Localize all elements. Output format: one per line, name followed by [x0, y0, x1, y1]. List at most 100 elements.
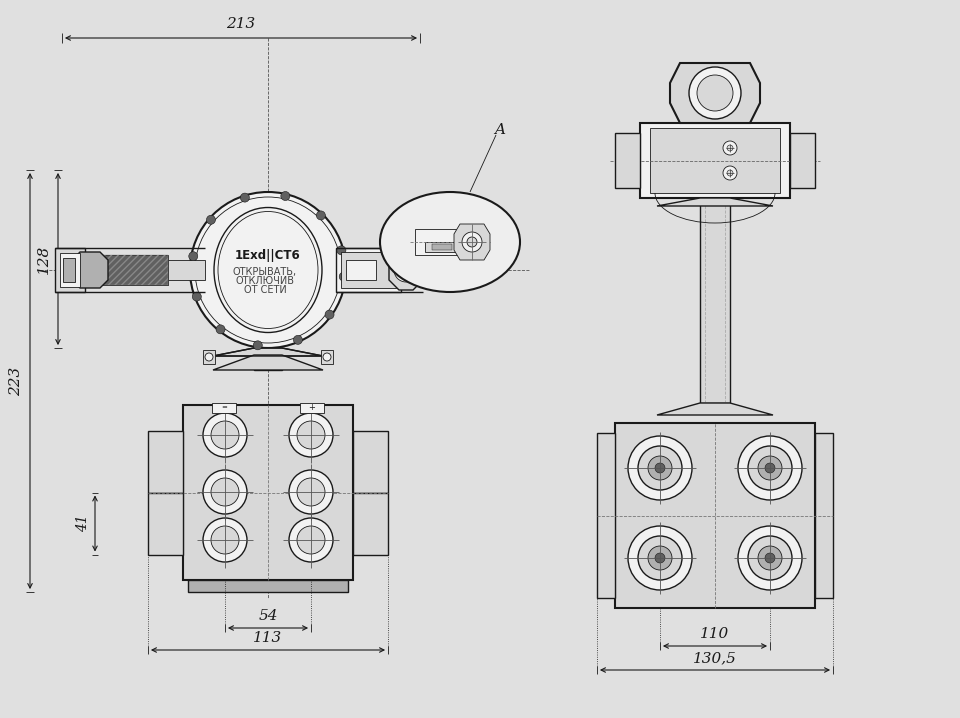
Bar — [183, 405, 353, 580]
Circle shape — [281, 192, 290, 200]
Polygon shape — [454, 224, 490, 260]
Circle shape — [638, 446, 682, 490]
Circle shape — [297, 478, 325, 506]
Text: 223: 223 — [9, 366, 23, 396]
Circle shape — [689, 67, 741, 119]
Bar — [353, 493, 388, 554]
Bar — [93, 255, 168, 285]
Bar — [346, 260, 376, 280]
Circle shape — [648, 456, 672, 480]
Circle shape — [206, 215, 215, 224]
Circle shape — [467, 237, 477, 247]
Bar — [615, 133, 640, 188]
Circle shape — [192, 292, 202, 301]
Circle shape — [297, 421, 325, 449]
Bar — [615, 423, 815, 608]
Bar — [188, 580, 348, 592]
Circle shape — [394, 258, 418, 282]
Text: 41: 41 — [76, 515, 90, 532]
Bar — [148, 431, 183, 493]
Circle shape — [211, 421, 239, 449]
Circle shape — [723, 141, 737, 155]
Circle shape — [727, 145, 733, 151]
Polygon shape — [213, 348, 323, 356]
Bar — [790, 133, 815, 188]
Text: 54: 54 — [258, 609, 277, 623]
Circle shape — [203, 413, 247, 457]
Circle shape — [727, 170, 733, 176]
Bar — [300, 403, 324, 413]
Circle shape — [323, 353, 331, 361]
Bar — [432, 244, 452, 250]
Text: ОТКЛЮЧИВ: ОТКЛЮЧИВ — [235, 276, 295, 286]
Text: =: = — [221, 404, 227, 410]
Circle shape — [289, 470, 333, 514]
Bar — [148, 493, 183, 554]
Circle shape — [758, 546, 782, 570]
Bar — [254, 348, 282, 370]
Circle shape — [294, 335, 302, 345]
Circle shape — [317, 211, 325, 220]
Polygon shape — [72, 252, 108, 288]
Bar — [93, 255, 168, 285]
Circle shape — [189, 252, 198, 261]
Bar — [597, 433, 615, 598]
Circle shape — [758, 456, 782, 480]
Circle shape — [648, 546, 672, 570]
Circle shape — [339, 272, 348, 281]
Polygon shape — [657, 198, 773, 206]
Text: 128: 128 — [37, 244, 51, 274]
Circle shape — [655, 553, 665, 563]
Text: ОТКРЫВАТЬ,: ОТКРЫВАТЬ, — [233, 267, 297, 277]
Bar — [341, 252, 396, 288]
Bar — [212, 403, 236, 413]
Text: 213: 213 — [227, 17, 255, 31]
Circle shape — [240, 193, 250, 202]
Circle shape — [289, 518, 333, 562]
Circle shape — [655, 463, 665, 473]
Bar — [63, 258, 75, 282]
Ellipse shape — [214, 208, 322, 332]
Circle shape — [748, 446, 792, 490]
Bar — [425, 242, 460, 252]
Polygon shape — [670, 63, 760, 123]
Polygon shape — [213, 355, 323, 370]
Polygon shape — [389, 250, 423, 290]
Bar — [95, 260, 205, 280]
Text: 1Exd||СТ6: 1Exd||СТ6 — [235, 249, 300, 263]
Circle shape — [205, 353, 213, 361]
Bar — [815, 433, 833, 598]
Text: +: + — [308, 403, 316, 411]
Bar — [353, 431, 388, 493]
Circle shape — [211, 478, 239, 506]
Bar — [650, 128, 780, 193]
Bar — [203, 350, 215, 364]
Circle shape — [337, 246, 346, 255]
Circle shape — [289, 413, 333, 457]
Circle shape — [203, 518, 247, 562]
Circle shape — [203, 470, 247, 514]
Circle shape — [297, 526, 325, 554]
Ellipse shape — [380, 192, 520, 292]
Text: 110: 110 — [701, 627, 730, 641]
Circle shape — [738, 436, 802, 500]
Circle shape — [190, 192, 346, 348]
Circle shape — [211, 526, 239, 554]
Text: A: A — [494, 123, 506, 137]
Circle shape — [723, 166, 737, 180]
Bar — [55, 248, 85, 292]
Text: 130,5: 130,5 — [693, 651, 737, 665]
Circle shape — [216, 325, 225, 334]
Bar — [321, 350, 333, 364]
Text: ОТ СЕТИ: ОТ СЕТИ — [244, 285, 286, 295]
Bar — [60, 253, 80, 287]
Circle shape — [765, 463, 775, 473]
Ellipse shape — [218, 212, 318, 329]
Circle shape — [638, 536, 682, 580]
Circle shape — [697, 75, 733, 111]
Text: 113: 113 — [253, 631, 282, 645]
Circle shape — [462, 232, 482, 252]
Circle shape — [765, 553, 775, 563]
Circle shape — [628, 436, 692, 500]
Circle shape — [748, 536, 792, 580]
